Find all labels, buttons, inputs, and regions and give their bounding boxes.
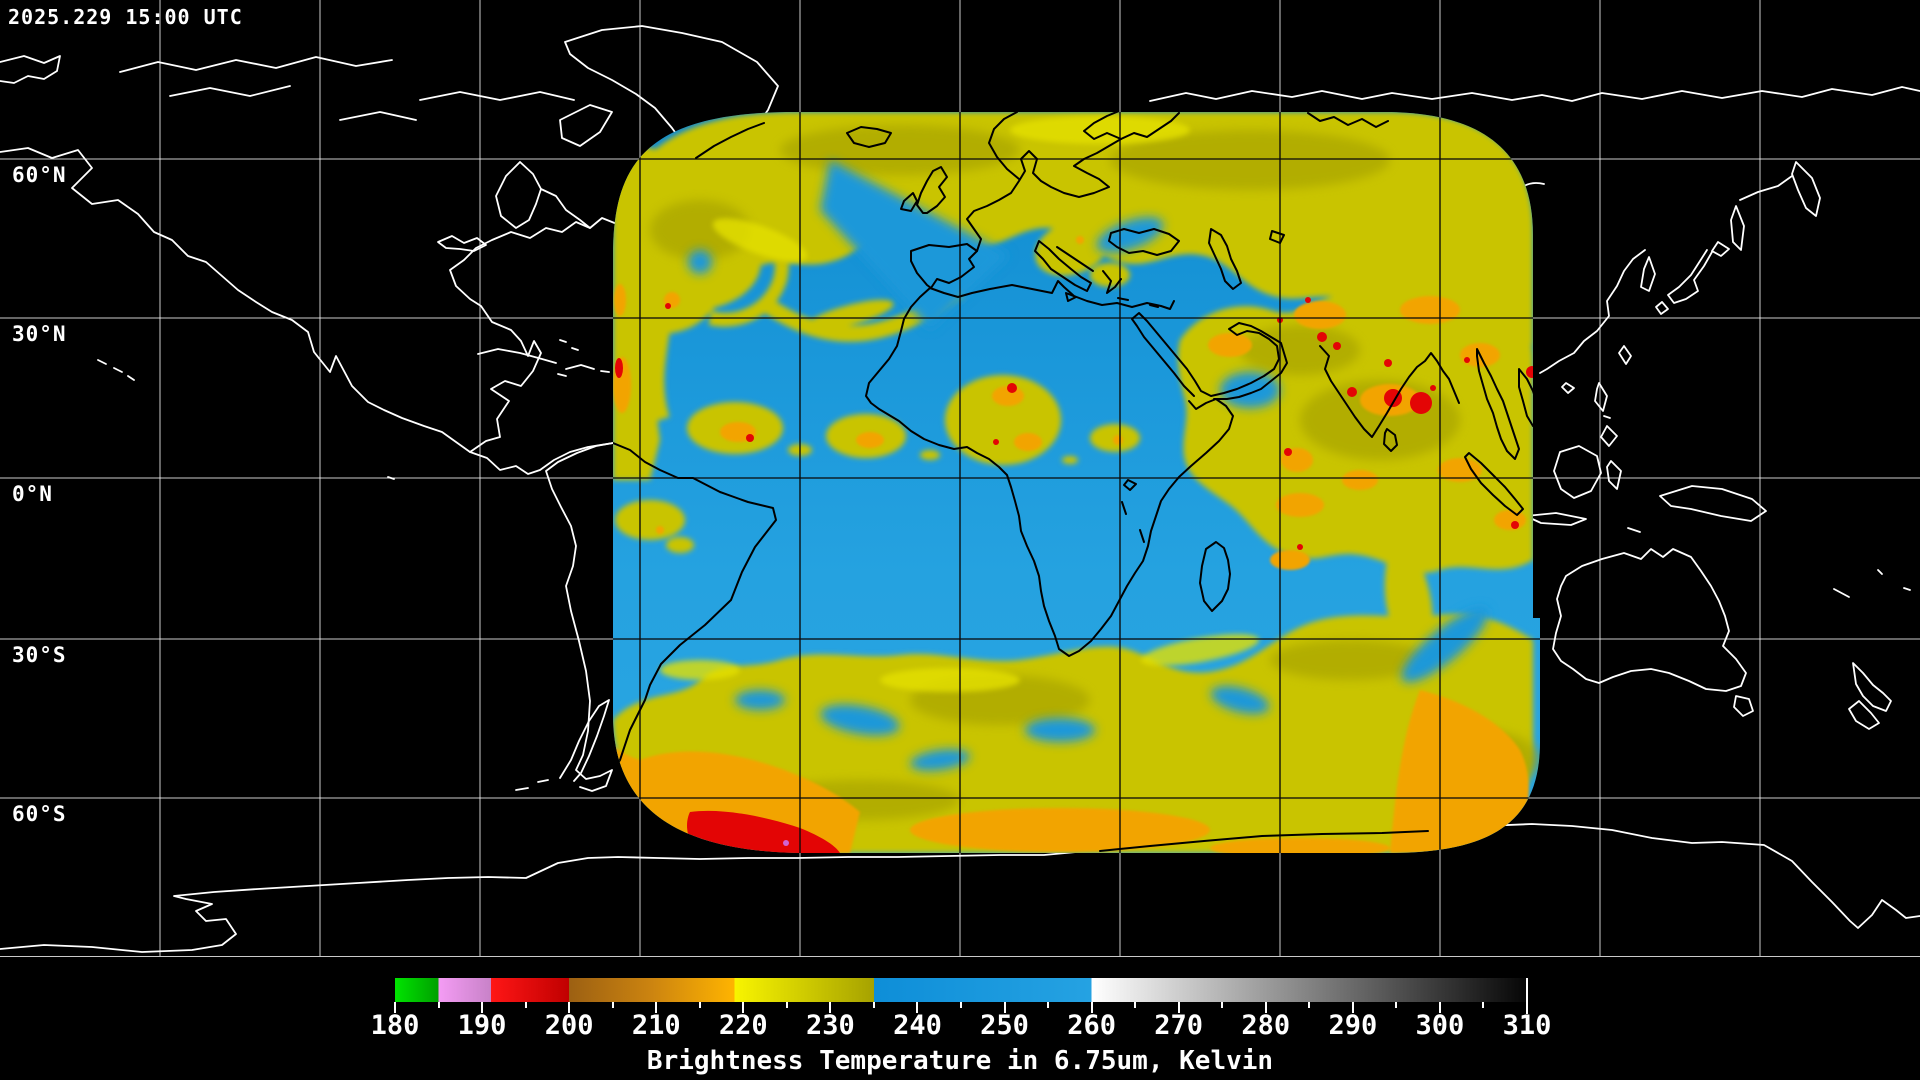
colorbar-tick [394,1002,396,1013]
map-bottom-border [0,956,1920,957]
colorbar-tick [1526,978,1528,1014]
colorbar-tick [568,1002,571,1013]
latitude-label: 30°S [12,643,67,667]
colorbar-tick [1264,1002,1267,1013]
colorbar-tick-label: 190 [457,1010,507,1041]
colorbar-tick-label: 270 [1154,1010,1204,1041]
graticule-inside [613,112,1540,853]
colorbar-tick-label: 230 [805,1010,855,1041]
colorbar-tick [1177,1002,1180,1013]
latitude-label: 60°N [12,163,67,187]
colorbar-tick [1221,1002,1224,1008]
colorbar-tick [1003,1002,1006,1013]
colorbar [395,978,1527,1002]
colorbar-tick [916,1002,919,1013]
colorbar-tick [742,1002,745,1013]
colorbar-tick-label: 180 [370,1010,420,1041]
colorbar-tick [524,1002,527,1008]
coastlines-inside [613,112,1540,852]
colorbar-tick [1395,1002,1398,1008]
colorbar-tick-label: 220 [718,1010,768,1041]
colorbar-tick [872,1002,875,1008]
colorbar-tick [1047,1002,1050,1008]
colorbar-tick [960,1002,962,1008]
cloud-layer-orange [613,236,1529,853]
dry-air-gaps [688,160,1489,771]
colorbar-tick [655,1002,658,1013]
colorbar-tick [1482,1002,1485,1008]
colorbar-caption: Brightness Temperature in 6.75um, Kelvin [646,1046,1274,1076]
colorbar-tick-label: 310 [1502,1010,1552,1041]
colorbar-tick [1090,1002,1093,1013]
latitude-label: 0°N [12,482,53,506]
world-map [0,0,1920,957]
latitude-label: 60°S [12,802,67,826]
colorbar-tick [1438,1002,1441,1013]
colorbar-tick-label: 300 [1415,1010,1465,1041]
colorbar-tick [1351,1002,1354,1013]
timestamp: 2025.229 15:00 UTC [8,5,243,29]
colorbar-tick-label: 240 [893,1010,942,1041]
cloud-layer-red [615,297,1538,853]
colorbar-tick-label: 290 [1328,1010,1378,1041]
colorbar-tick [1308,1002,1311,1008]
colorbar-tick [481,1002,484,1013]
colorbar-tick [785,1002,788,1008]
colorbar-tick-label: 250 [980,1010,1029,1041]
coastlines-world [0,25,1920,953]
colorbar-tick [611,1002,614,1008]
colorbar-tick-label: 260 [1067,1010,1116,1041]
colorbar-tick [1134,1002,1137,1008]
colorbar-tick [829,1002,832,1013]
colorbar-tick [437,1002,440,1008]
colorbar-tick-label: 210 [631,1010,681,1041]
satellite-data-region [613,112,1540,853]
latitude-label: 30°N [12,322,67,346]
colorbar-tick [698,1002,701,1008]
colorbar-tick-label: 280 [1241,1010,1291,1041]
colorbar-tick-label: 200 [544,1010,594,1041]
